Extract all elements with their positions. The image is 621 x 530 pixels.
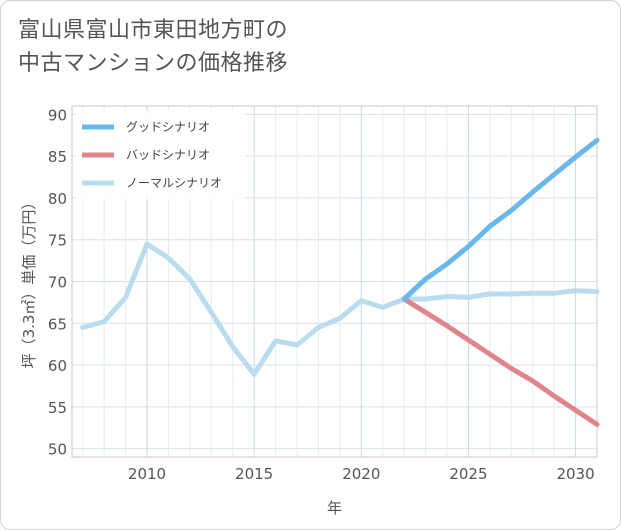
legend-label: グッドシナリオ	[126, 120, 210, 134]
x-axis-label: 年	[327, 499, 342, 517]
y-tick-label: 55	[48, 399, 67, 417]
chart-title-line2: 中古マンションの価格推移	[18, 51, 289, 76]
y-axis-label: 坪（3.3㎡）単価（万円）	[20, 195, 38, 369]
y-tick-label: 80	[48, 190, 67, 208]
y-tick-label: 75	[48, 232, 67, 250]
y-tick-label: 60	[48, 357, 67, 375]
y-tick-label: 70	[48, 274, 67, 292]
plot-area	[71, 105, 598, 458]
x-tick-label: 2015	[235, 465, 273, 483]
x-tick-label: 2010	[128, 465, 166, 483]
chart-title: 富山県富山市東田地方町の 中古マンションの価格推移	[18, 14, 288, 80]
y-tick-label: 50	[48, 441, 67, 459]
series-line-bad	[401, 296, 600, 427]
legend-label: バッドシナリオ	[126, 148, 210, 162]
tick-labels: 50 55 60 65 70 75 80 85 90 2010 2015 2020 2025 2030	[48, 106, 595, 483]
y-tick-label: 90	[48, 106, 67, 124]
x-tick-label: 2030	[556, 465, 594, 483]
y-tick-label: 85	[48, 148, 67, 166]
chart-title-line1: 富山県富山市東田地方町の	[18, 18, 289, 43]
x-tick-label: 2025	[449, 465, 487, 483]
x-tick-label: 2020	[342, 465, 380, 483]
series-layer	[80, 137, 600, 427]
series-line-normal	[80, 241, 600, 377]
y-tick-label: 65	[48, 315, 67, 333]
series-line-good	[401, 137, 600, 302]
legend-label: ノーマルシナリオ	[126, 176, 222, 190]
